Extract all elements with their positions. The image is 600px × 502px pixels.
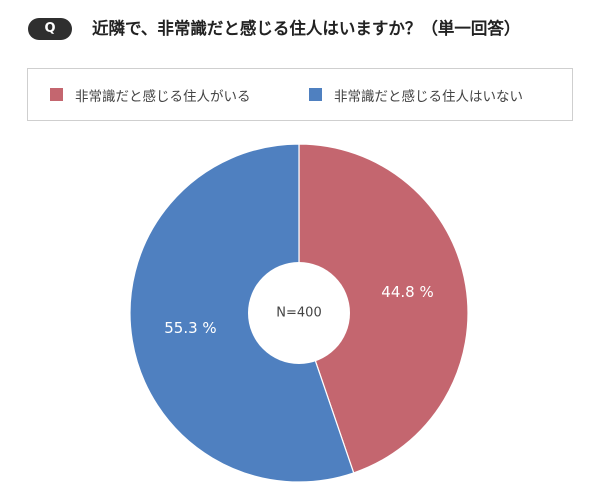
question-badge: Q [28, 18, 72, 40]
legend-swatch-no [309, 88, 322, 101]
legend-label-yes: 非常識だと感じる住人がいる [75, 88, 251, 105]
legend-label-no: 非常識だと感じる住人はいない [334, 88, 523, 105]
pie-slice-1 [298, 143, 469, 474]
pie-slice-2 [129, 143, 355, 483]
donut-hole [248, 262, 350, 364]
slice-label-2: 55.3 % [164, 319, 216, 337]
legend-item-no: 非常識だと感じる住人はいない [309, 69, 523, 120]
question-header: Q 近隣で、非常識だと感じる住人はいますか？（単一回答） [0, 0, 600, 56]
legend-swatch-yes [50, 88, 63, 101]
legend-item-yes: 非常識だと感じる住人がいる [50, 69, 251, 120]
slice-label-1: 44.8 % [381, 283, 433, 301]
chart-legend: 非常識だと感じる住人がいる 非常識だと感じる住人はいない [27, 68, 573, 121]
center-label: N=400 [276, 306, 321, 321]
question-title: 近隣で、非常識だと感じる住人はいますか？（単一回答） [92, 19, 521, 38]
